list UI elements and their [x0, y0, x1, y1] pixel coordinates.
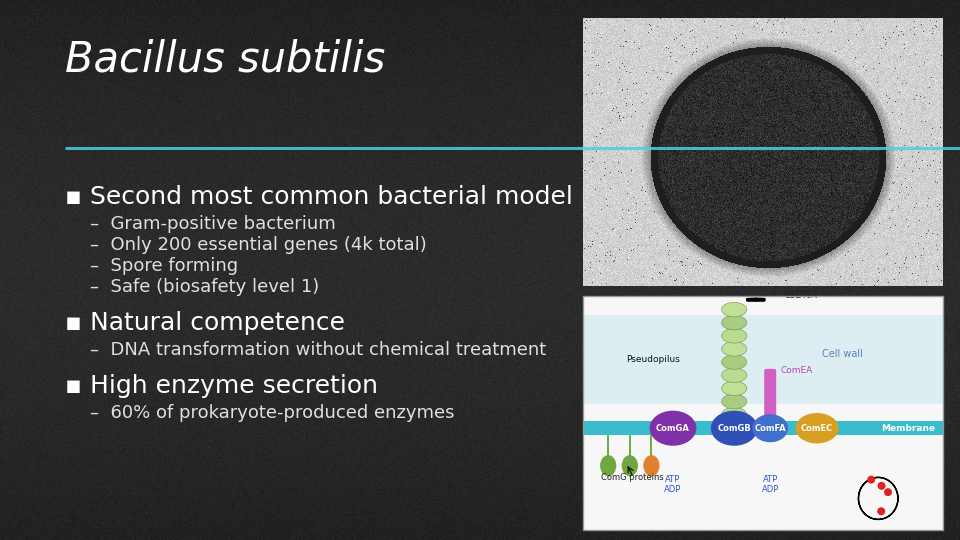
Ellipse shape — [722, 368, 747, 382]
Ellipse shape — [722, 302, 747, 317]
Ellipse shape — [722, 394, 747, 409]
Text: Bacillus subtilis: Bacillus subtilis — [65, 39, 385, 81]
Text: ▪ Second most common bacterial model: ▪ Second most common bacterial model — [65, 185, 573, 209]
Text: –  Gram-positive bacterium: – Gram-positive bacterium — [90, 215, 336, 233]
Ellipse shape — [722, 315, 747, 330]
Ellipse shape — [796, 413, 839, 443]
Text: ▪ High enzyme secretion: ▪ High enzyme secretion — [65, 374, 378, 398]
Circle shape — [884, 488, 892, 496]
Text: –  60% of prokaryote-produced enzymes: – 60% of prokaryote-produced enzymes — [90, 404, 454, 422]
Ellipse shape — [753, 414, 788, 442]
Circle shape — [867, 476, 876, 484]
Text: Cell wall: Cell wall — [822, 349, 863, 359]
Text: ComGB: ComGB — [717, 424, 751, 433]
Ellipse shape — [600, 455, 616, 476]
Text: –  DNA transformation without chemical treatment: – DNA transformation without chemical tr… — [90, 341, 546, 359]
Ellipse shape — [722, 329, 747, 343]
Text: ComGA: ComGA — [656, 424, 690, 433]
Text: ComEC: ComEC — [801, 424, 833, 433]
Ellipse shape — [722, 342, 747, 356]
FancyBboxPatch shape — [764, 369, 777, 426]
Text: dsDNA: dsDNA — [784, 291, 818, 300]
Ellipse shape — [622, 455, 637, 476]
Circle shape — [877, 482, 885, 490]
Circle shape — [877, 507, 885, 515]
Ellipse shape — [643, 455, 660, 476]
Text: ComFA: ComFA — [755, 424, 786, 433]
Bar — [583, 421, 943, 435]
Text: –  Safe (biosafety level 1): – Safe (biosafety level 1) — [90, 278, 320, 296]
FancyBboxPatch shape — [583, 315, 943, 403]
Text: Pseudopilus: Pseudopilus — [626, 355, 680, 363]
Text: ▪ Natural competence: ▪ Natural competence — [65, 311, 345, 335]
Ellipse shape — [722, 407, 747, 422]
Text: –  Spore forming: – Spore forming — [90, 257, 238, 275]
Text: ATP: ATP — [665, 475, 681, 484]
Text: Membrane: Membrane — [881, 424, 935, 433]
Text: ComG proteins: ComG proteins — [601, 472, 663, 482]
Text: ComEA: ComEA — [780, 366, 812, 375]
Ellipse shape — [650, 410, 696, 445]
Ellipse shape — [710, 410, 757, 445]
Text: –  Only 200 essential genes (4k total): – Only 200 essential genes (4k total) — [90, 236, 427, 254]
Text: ADP: ADP — [761, 485, 779, 494]
Ellipse shape — [722, 381, 747, 396]
Bar — [583, 296, 943, 530]
Text: ADP: ADP — [664, 485, 682, 494]
Ellipse shape — [722, 355, 747, 369]
Text: ATP: ATP — [762, 475, 778, 484]
